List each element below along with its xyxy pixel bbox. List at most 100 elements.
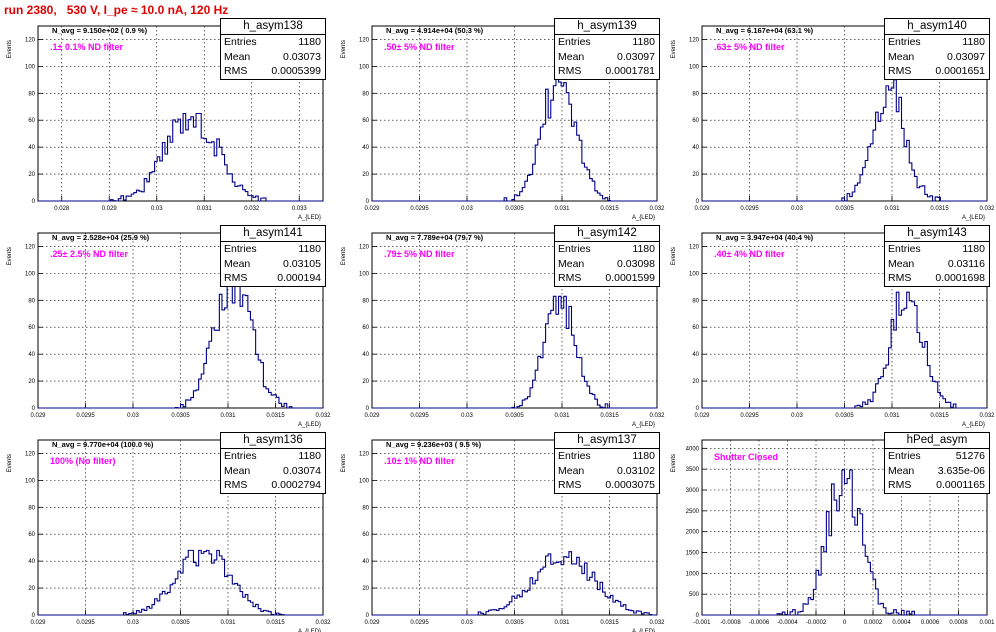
histogram-series bbox=[702, 79, 987, 202]
stat-entries-label: Entries bbox=[888, 450, 921, 462]
stat-entries-value: 1180 bbox=[632, 450, 655, 462]
navg-label: N_avg = 4.914e+04 (50.3 %) bbox=[386, 26, 484, 35]
x-axis-title: A_{LED} bbox=[962, 215, 985, 221]
y-tick-label: 0 bbox=[32, 199, 36, 205]
y-tick-label: 60 bbox=[692, 325, 699, 331]
stats-box: hPed_asym Entries 51276 Mean 3.635e-06 RMS 0.0… bbox=[884, 432, 990, 494]
x-tick-label: 0.0295 bbox=[410, 620, 429, 626]
histogram-pad-h_asym143: 0.029 0.0295 0.03 0.0305 0.031 0.0315 0.032 0 20… bbox=[664, 225, 995, 428]
filter-label: 100% (No filter) bbox=[50, 456, 116, 466]
stat-entries-value: 51276 bbox=[955, 450, 985, 462]
plot-frame bbox=[371, 439, 658, 616]
x-tick-label: 0.03 bbox=[151, 206, 163, 212]
y-axis-title: Events bbox=[671, 247, 677, 265]
x-tick-label: 0.032 bbox=[244, 206, 260, 212]
filter-label: .40± 4% ND filter bbox=[714, 249, 785, 259]
stat-entries-value: 1180 bbox=[298, 36, 321, 48]
x-tick-label: 0.029 bbox=[102, 206, 118, 212]
stat-entries-value: 1180 bbox=[632, 243, 655, 255]
x-tick-label: 0.032 bbox=[315, 620, 331, 626]
stat-entries-value: 1180 bbox=[298, 243, 321, 255]
y-tick-label: 80 bbox=[362, 505, 369, 511]
histogram-series bbox=[38, 279, 323, 409]
histogram-pad-h_asym137: 0.029 0.0295 0.03 0.0305 0.031 0.0315 0.032 0 20… bbox=[334, 432, 665, 632]
x-tick-label: -0.001 bbox=[693, 620, 711, 626]
y-tick-label: 3500 bbox=[686, 467, 700, 473]
x-tick-label: 0.03 bbox=[791, 413, 803, 419]
stat-entries: Entries 51276 bbox=[885, 449, 989, 464]
y-tick-label: 80 bbox=[28, 91, 35, 97]
x-tick-label: 0.031 bbox=[197, 206, 213, 212]
y-tick-label: 0 bbox=[32, 406, 36, 412]
histogram-series bbox=[372, 75, 657, 202]
x-tick-label: 0.031 bbox=[554, 413, 570, 419]
x-tick-label: 0.0295 bbox=[740, 413, 759, 419]
x-axis-title: A_{LED} bbox=[962, 422, 985, 428]
x-tick-label: 0.0315 bbox=[930, 206, 949, 212]
stat-mean-label: Mean bbox=[558, 50, 585, 63]
x-tick-label: 0.03 bbox=[461, 413, 473, 419]
histogram-pad-h_asym140: 0.029 0.0295 0.03 0.0305 0.031 0.0315 0.032 0 20… bbox=[664, 18, 995, 221]
y-tick-label: 100 bbox=[359, 64, 370, 70]
x-tick-label: -0.0008 bbox=[720, 620, 741, 626]
stat-rms: RMS 0.0002794 bbox=[221, 478, 325, 493]
stat-entries-label: Entries bbox=[558, 450, 591, 462]
histogram-series bbox=[702, 469, 987, 616]
y-tick-label: 100 bbox=[25, 64, 36, 70]
stat-mean: Mean 0.03116 bbox=[885, 257, 989, 272]
stat-mean-value: 3.635e-06 bbox=[937, 464, 985, 477]
stat-entries-value: 1180 bbox=[962, 243, 985, 255]
filter-label: .1± 0.1% ND filter bbox=[50, 42, 123, 52]
x-tick-label: 0.0295 bbox=[410, 206, 429, 212]
stat-mean-value: 0.03074 bbox=[283, 464, 321, 477]
stats-box: h_asym142 Entries 1180 Mean 0.03098 RMS 0.0001… bbox=[554, 225, 660, 287]
histogram-series bbox=[38, 549, 323, 616]
y-tick-label: 80 bbox=[28, 298, 35, 304]
y-tick-label: 60 bbox=[362, 532, 369, 538]
y-tick-label: 40 bbox=[28, 352, 35, 358]
x-tick-label: 0.029 bbox=[30, 620, 46, 626]
stat-rms: RMS 0.0003075 bbox=[555, 478, 659, 493]
y-axis-title: Events bbox=[7, 454, 13, 472]
stats-box: h_asym139 Entries 1180 Mean 0.03097 RMS 0.0001… bbox=[554, 18, 660, 80]
x-tick-label: 0.032 bbox=[649, 206, 665, 212]
stat-rms-label: RMS bbox=[558, 65, 582, 77]
stat-entries-label: Entries bbox=[224, 450, 257, 462]
stat-mean: Mean 0.03097 bbox=[885, 50, 989, 65]
y-tick-label: 100 bbox=[25, 478, 36, 484]
histogram-name: h_asym138 bbox=[221, 19, 325, 35]
histogram-name: h_asym141 bbox=[221, 226, 325, 242]
stats-box: h_asym143 Entries 1180 Mean 0.03116 RMS 0.0001… bbox=[884, 225, 990, 287]
histogram-pad-h_asym136: 0.029 0.0295 0.03 0.0305 0.031 0.0315 0.032 0 20… bbox=[0, 432, 331, 632]
stats-box: h_asym141 Entries 1180 Mean 0.03105 RMS 0.0001… bbox=[220, 225, 326, 287]
histogram-series bbox=[702, 291, 987, 409]
stat-rms-label: RMS bbox=[558, 272, 582, 284]
stat-entries-value: 1180 bbox=[632, 36, 655, 48]
x-tick-label: 0.031 bbox=[220, 413, 236, 419]
stat-rms-value: 0.0001599 bbox=[605, 272, 655, 284]
stat-rms-label: RMS bbox=[888, 479, 912, 491]
x-tick-label: 0.0305 bbox=[505, 413, 524, 419]
y-tick-label: 100 bbox=[689, 64, 700, 70]
stat-rms-value: 0.0003075 bbox=[605, 479, 655, 491]
y-tick-label: 60 bbox=[28, 118, 35, 124]
stat-entries: Entries 1180 bbox=[885, 35, 989, 50]
histogram-name: h_asym140 bbox=[885, 19, 989, 35]
stat-mean-label: Mean bbox=[888, 464, 915, 477]
y-tick-label: 2500 bbox=[686, 509, 700, 515]
y-tick-label: 20 bbox=[692, 172, 699, 178]
stat-mean-value: 0.03102 bbox=[617, 464, 655, 477]
histogram-series bbox=[372, 551, 657, 616]
stat-mean-value: 0.03073 bbox=[283, 50, 321, 63]
x-tick-label: 0.03 bbox=[127, 413, 139, 419]
x-axis-title: A_{LED} bbox=[298, 215, 321, 221]
stats-box: h_asym136 Entries 1180 Mean 0.03074 RMS 0.0002… bbox=[220, 432, 326, 494]
x-tick-label: 0.0008 bbox=[949, 620, 968, 626]
y-tick-label: 120 bbox=[25, 451, 36, 457]
x-tick-label: 0.0006 bbox=[921, 620, 940, 626]
stat-entries: Entries 1180 bbox=[555, 449, 659, 464]
stat-rms: RMS 0.0001165 bbox=[885, 478, 989, 493]
stats-box: h_asym138 Entries 1180 Mean 0.03073 RMS 0.0005… bbox=[220, 18, 326, 80]
x-axis-title: A_{LED} bbox=[632, 215, 655, 221]
x-tick-label: 0.0305 bbox=[505, 206, 524, 212]
